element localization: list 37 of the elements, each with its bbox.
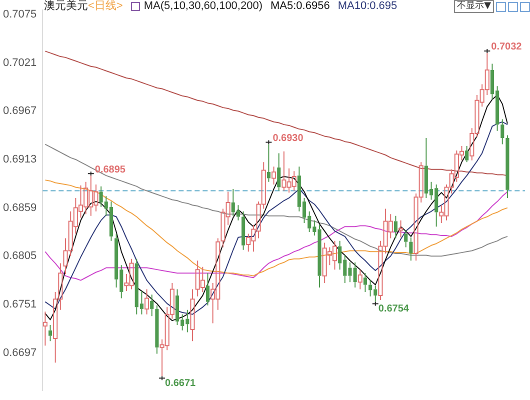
annotation: 0.6895 [94, 164, 126, 176]
candlestick [404, 230, 408, 248]
candlestick [190, 288, 195, 342]
candlestick [394, 215, 398, 239]
candlestick [206, 272, 210, 306]
annotation: 0.6754 [378, 304, 410, 315]
text: MA5:0.6956 [270, 0, 330, 13]
candlestick [272, 166, 276, 186]
y-tick-label: 0.6697 [2, 346, 37, 359]
annotation: 0.7032 [491, 42, 522, 53]
candlestick [242, 210, 246, 250]
candlestick [363, 272, 367, 292]
y-tick-label: 0.6859 [2, 202, 37, 214]
text: MA10:0.695 [338, 0, 398, 13]
annotation: MA(5,10,30,60,100,200) [144, 0, 262, 13]
chart-subtitle: <日线> [88, 0, 123, 13]
candlestick [500, 118, 504, 145]
annotation: 不显示▼ [454, 0, 494, 13]
candlestick [150, 294, 154, 317]
candlestick [48, 324, 52, 342]
y-tick-label: 0.7075 [2, 8, 37, 21]
candlestick [155, 304, 159, 354]
annotation: 0.6671 [165, 378, 196, 389]
y-tick-label: 0.7021 [2, 56, 37, 69]
y-tick-label: 0.6751 [2, 298, 37, 311]
candlestick [277, 152, 281, 192]
candlestick [398, 220, 404, 238]
candlestick [409, 236, 413, 262]
y-tick-label: 0.6967 [2, 105, 37, 118]
candlestick [465, 146, 469, 163]
y-tick-label: 0.6805 [2, 250, 37, 262]
y-tick-label: 0.6913 [2, 154, 37, 166]
candlestick [506, 134, 510, 198]
annotation: 0.6930 [272, 133, 304, 144]
candlestick [358, 269, 362, 290]
candlestick [144, 288, 150, 315]
candlestick [42, 311, 48, 346]
